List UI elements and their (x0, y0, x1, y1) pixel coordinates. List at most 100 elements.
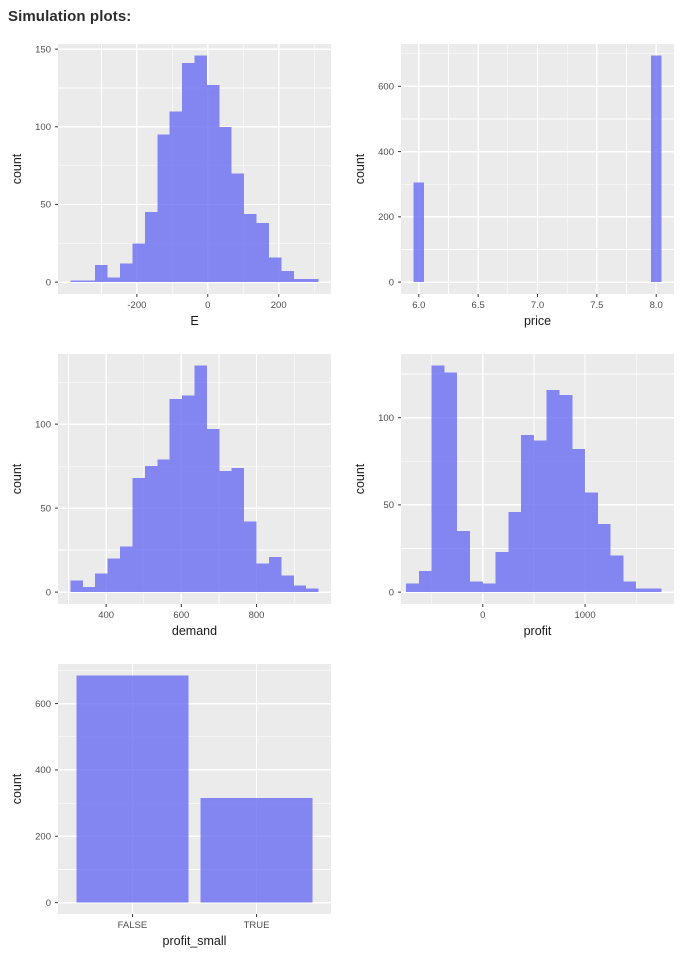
x-tick-label: 200 (271, 300, 287, 311)
histogram-bar (293, 585, 307, 593)
x-tick-label: 800 (249, 610, 265, 621)
histogram-bar (82, 587, 96, 593)
histogram-bar (256, 563, 269, 593)
histogram-bar (268, 556, 282, 593)
y-tick-label: 600 (35, 699, 51, 710)
histogram-bar (648, 588, 662, 593)
y-tick-label: 100 (35, 122, 51, 133)
histogram-bar (406, 583, 419, 593)
y-tick-label: 50 (40, 200, 51, 211)
histogram-bar (521, 435, 534, 593)
histogram-bar (495, 552, 509, 593)
histogram-bar (157, 459, 170, 593)
histogram-price-svg: 0 200 400 600 6.0 6.5 7.0 7.5 8.0 price count (353, 44, 674, 328)
histogram-bar (306, 588, 319, 593)
y-tick-label: 50 (383, 500, 394, 511)
histogram-bar (470, 581, 483, 593)
y-axis-title: count (10, 463, 24, 494)
y-axis-title: count (10, 153, 24, 184)
x-axis-title: price (524, 314, 551, 328)
histogram-bar (182, 395, 195, 593)
histogram-demand-svg: 0 50 100 400 600 800 demand count (10, 354, 331, 638)
histogram-bar (182, 63, 195, 283)
y-tick-label: 200 (378, 212, 394, 223)
histogram-bar (413, 182, 425, 283)
x-axis-title: profit_small (163, 934, 227, 948)
x-axis-title: E (190, 314, 198, 328)
histogram-demand: 0 50 100 400 600 800 demand count (8, 344, 343, 647)
histogram-bar (120, 546, 133, 593)
histogram-bar (120, 263, 133, 283)
y-tick-label: 600 (378, 82, 394, 93)
histogram-bar (200, 798, 313, 903)
histogram-bar (231, 173, 245, 283)
histogram-bar (293, 279, 307, 283)
histogram-bar (194, 365, 207, 593)
y-tick-label: 100 (378, 413, 394, 424)
histogram-bar (169, 111, 183, 283)
bar-chart-profit-small-svg: 0 200 400 600 FALSE TRUE profit_small count (10, 664, 331, 948)
histogram-bar (281, 575, 294, 593)
histogram-bar (508, 511, 522, 593)
histogram-bar (281, 271, 294, 283)
histogram-bar (585, 492, 598, 593)
x-tick-label: 7.5 (590, 300, 603, 311)
x-tick-label: 7.0 (531, 300, 544, 311)
histogram-bar (132, 477, 145, 593)
y-axis-title: count (353, 153, 367, 184)
histogram-bar (610, 555, 624, 593)
histogram-bar (70, 280, 83, 283)
histogram-bar (431, 365, 445, 593)
histogram-bar (636, 588, 649, 593)
x-tick-label: 6.0 (412, 300, 425, 311)
x-tick-label: 8.0 (650, 300, 663, 311)
histogram-profit: 0 50 100 0 1000 profit count (351, 344, 686, 647)
histogram-bar (107, 558, 121, 593)
histogram-bar (244, 521, 257, 593)
y-tick-label: 400 (35, 765, 51, 776)
y-tick-label: 150 (35, 44, 51, 55)
histogram-bar (132, 243, 145, 283)
y-tick-label: 0 (389, 587, 394, 598)
y-tick-label: 200 (35, 831, 51, 842)
y-tick-label: 50 (40, 503, 51, 514)
x-axis-title: demand (172, 624, 217, 638)
empty-grid-cell (351, 654, 686, 957)
histogram-bar (95, 573, 108, 593)
y-axis-title: count (353, 463, 367, 494)
histogram-bar (194, 55, 207, 283)
histogram-bar (107, 277, 121, 283)
histogram-bar (482, 583, 496, 593)
x-tick-label: 600 (173, 610, 189, 621)
x-axis-title: profit (524, 624, 552, 638)
y-tick-label: 0 (389, 277, 394, 288)
histogram-bar (268, 257, 282, 283)
page-title: Simulation plots: (8, 8, 132, 25)
histogram-bar (206, 84, 220, 283)
x-tick-label: 6.5 (472, 300, 485, 311)
histogram-bar (546, 389, 560, 593)
histogram-bar (572, 449, 586, 593)
x-tick-label: FALSE (118, 920, 148, 931)
histogram-bar (70, 580, 83, 593)
x-tick-label: 1000 (574, 610, 595, 621)
histogram-bar (597, 524, 611, 593)
histogram-bar (559, 394, 573, 593)
x-tick-label: -200 (127, 300, 146, 311)
bar-chart-profit-small: 0 200 400 600 FALSE TRUE profit_small count (8, 654, 343, 957)
x-tick-label: 0 (205, 300, 210, 311)
histogram-bar (206, 429, 220, 593)
histogram-bar (244, 213, 257, 283)
y-tick-label: 0 (46, 587, 51, 598)
histogram-bar (623, 581, 637, 593)
histogram-bar (82, 280, 96, 283)
histogram-bar (169, 398, 183, 593)
histogram-bar (219, 126, 232, 283)
y-tick-label: 0 (46, 277, 51, 288)
histogram-bar (95, 265, 108, 283)
histogram-bar (306, 279, 319, 283)
